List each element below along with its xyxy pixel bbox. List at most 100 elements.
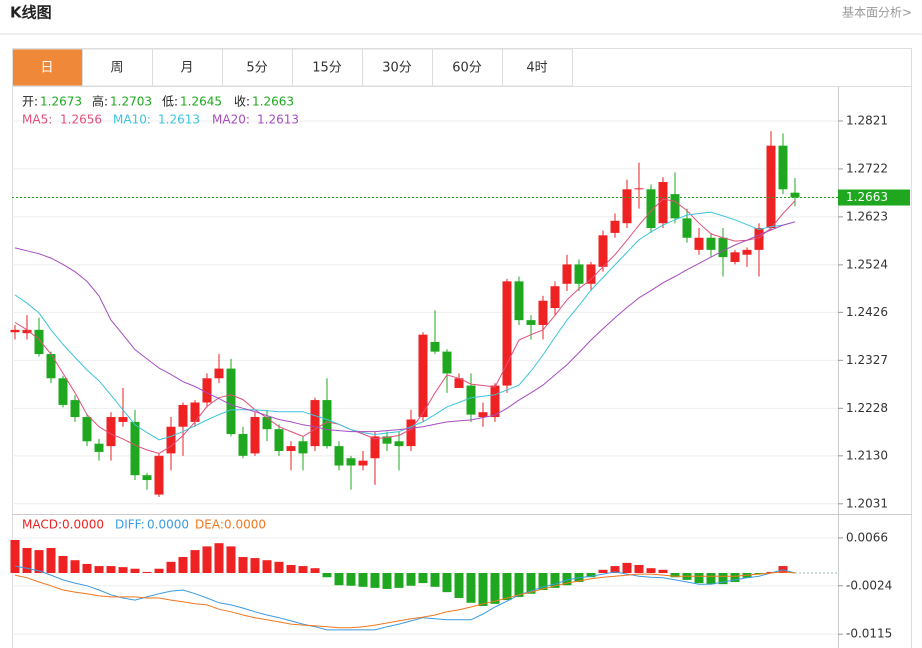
- macd-bar: [502, 572, 512, 601]
- candle-body: [226, 368, 236, 435]
- macd-bar: [586, 572, 596, 578]
- chart-frame: [12, 48, 912, 648]
- tab-label[interactable]: 日: [40, 61, 53, 76]
- tab-label[interactable]: 5分: [246, 61, 267, 76]
- tab[interactable]: [222, 48, 293, 87]
- y-tick-label: -0.0024: [846, 578, 892, 592]
- fundamental-link[interactable]: 基本面分析>: [842, 6, 912, 20]
- ohlc-value: 1.2673: [40, 95, 82, 109]
- tab[interactable]: [152, 48, 223, 87]
- macd-bar: [490, 572, 500, 604]
- macd-bar: [286, 565, 296, 573]
- y-tick-label: 1.2426: [846, 305, 888, 319]
- macd-bar: [178, 557, 188, 573]
- candle-body: [790, 192, 800, 198]
- candle-body: [214, 368, 224, 379]
- candle-body: [358, 460, 368, 466]
- candle-body: [694, 237, 704, 250]
- macd-bar: [226, 546, 236, 573]
- legend-name: DEA:: [195, 518, 224, 532]
- macd-bar: [70, 560, 80, 573]
- candle-body: [334, 446, 344, 466]
- legend-name: MA5:: [22, 113, 52, 127]
- tab[interactable]: [502, 48, 573, 87]
- macd-bar: [718, 572, 728, 585]
- tab[interactable]: [82, 48, 153, 87]
- candle-body: [670, 194, 680, 219]
- candle-body: [754, 228, 764, 250]
- candle-body: [562, 264, 572, 284]
- candle-body: [682, 218, 692, 238]
- candle-body: [154, 455, 164, 495]
- macd-bar: [82, 563, 92, 573]
- macd-line: [14, 571, 796, 629]
- macd-bar: [334, 572, 344, 586]
- macd-bar: [274, 561, 284, 573]
- legend-name: DIFF:: [115, 518, 145, 532]
- tab-label[interactable]: 4时: [526, 61, 547, 76]
- candle-body: [118, 417, 128, 422]
- candle-body: [406, 419, 416, 447]
- candle-body: [370, 436, 380, 459]
- legend-name: MA10:: [113, 113, 151, 127]
- candle-body: [730, 252, 740, 262]
- macd-bar: [394, 572, 404, 588]
- candle-body: [250, 417, 260, 454]
- candle-body: [178, 404, 188, 427]
- candle-body: [586, 264, 596, 284]
- candle-body: [778, 145, 788, 190]
- macd-bar: [658, 569, 668, 573]
- macd-bar: [298, 566, 308, 573]
- tab[interactable]: [12, 48, 83, 87]
- candle-body: [742, 249, 752, 255]
- ma-line: [14, 198, 796, 454]
- candle-body: [382, 436, 392, 444]
- tab-label[interactable]: 15分: [312, 61, 342, 76]
- candle-body: [598, 235, 608, 267]
- y-tick-label: 1.2524: [846, 257, 888, 271]
- candle-body: [10, 329, 20, 333]
- macd-bar: [190, 550, 200, 573]
- macd-bar: [622, 562, 632, 573]
- tab[interactable]: [362, 48, 433, 87]
- ohlc-value: 1.2663: [252, 95, 294, 109]
- ohlc-label: 低:: [162, 95, 178, 109]
- macd-bar: [538, 572, 548, 591]
- macd-bar: [526, 572, 536, 594]
- y-tick-label: 1.2130: [846, 448, 888, 462]
- macd-bar: [550, 572, 560, 588]
- legend-value: 0.0000: [147, 518, 189, 532]
- y-tick-label: 1.2031: [846, 496, 888, 510]
- candle-body: [442, 351, 452, 374]
- macd-bar: [238, 557, 248, 573]
- candle-body: [658, 182, 668, 224]
- ohlc-label: 高:: [92, 94, 108, 109]
- tab-label[interactable]: 周: [110, 61, 123, 76]
- y-tick-label: 0.0066: [846, 530, 888, 544]
- macd-bar: [346, 572, 356, 586]
- ohlc-label: 开:: [22, 95, 38, 109]
- y-tick-label: 1.2821: [846, 113, 888, 127]
- macd-bar: [322, 572, 332, 578]
- candle-body: [34, 329, 44, 355]
- tab-label[interactable]: 月: [180, 61, 193, 76]
- macd-bar: [598, 569, 608, 573]
- tab-label[interactable]: 30分: [382, 61, 412, 76]
- macd-bar: [250, 558, 260, 573]
- candle-body: [526, 320, 536, 325]
- candle-body: [478, 412, 488, 418]
- candle-body: [418, 334, 428, 418]
- macd-bar: [766, 571, 776, 573]
- candle-body: [502, 281, 512, 386]
- tab-label[interactable]: 60分: [452, 61, 482, 76]
- candle-body: [274, 429, 284, 451]
- macd-bar: [706, 572, 716, 585]
- candle-body: [322, 400, 332, 447]
- candle-body: [454, 378, 464, 388]
- macd-bar: [670, 572, 680, 578]
- candle-body: [310, 400, 320, 447]
- candle-body: [190, 402, 200, 422]
- macd-bar: [418, 572, 428, 584]
- macd-bar: [454, 572, 464, 598]
- macd-bar: [514, 572, 524, 597]
